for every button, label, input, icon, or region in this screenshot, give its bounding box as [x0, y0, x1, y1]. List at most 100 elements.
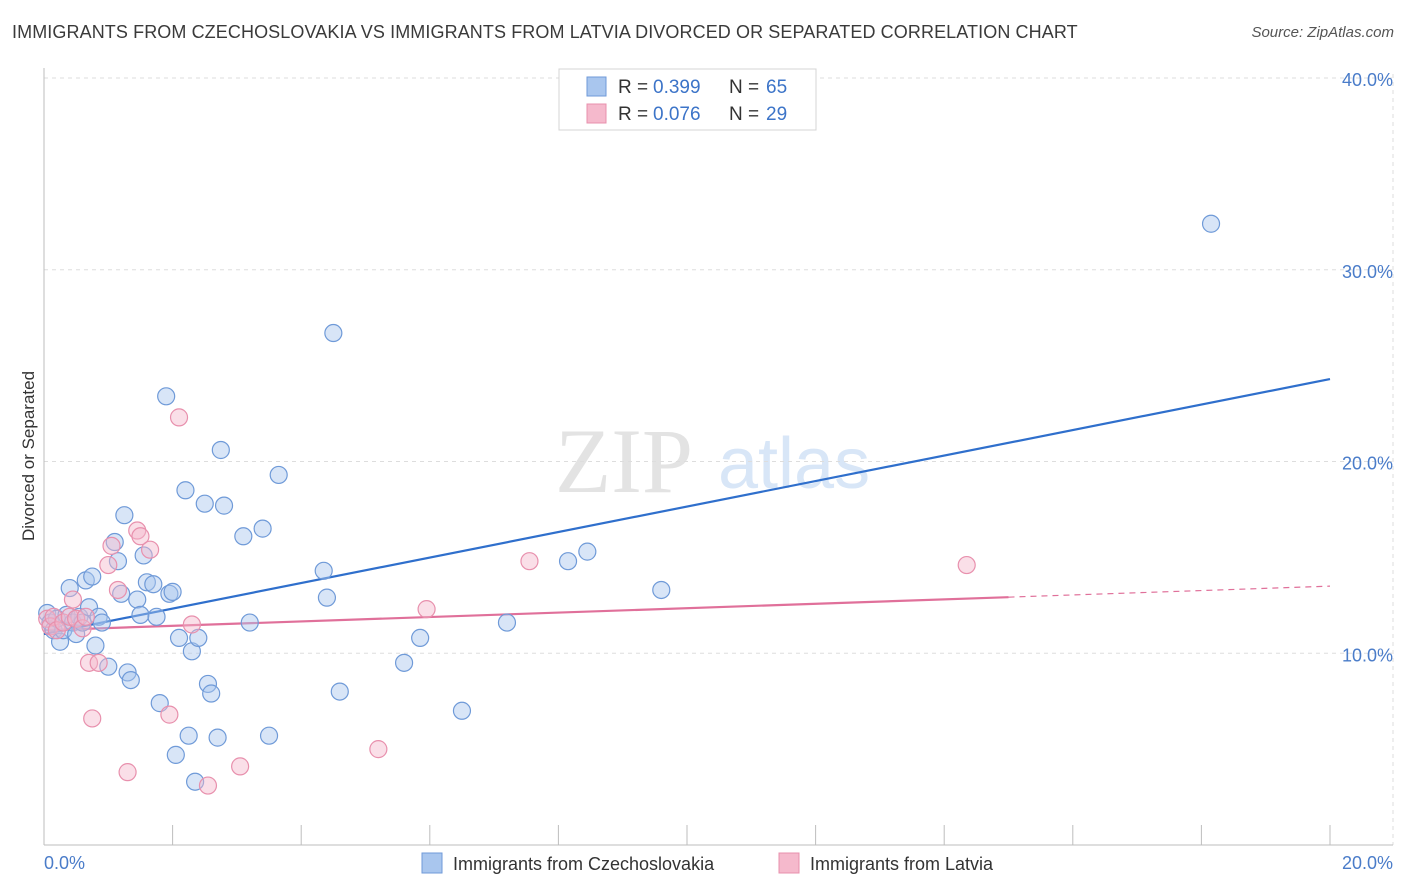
data-point-blue [179, 726, 198, 745]
data-point-pink [83, 709, 102, 728]
legend-n-label-2: N = [729, 104, 759, 125]
data-point-pink [182, 615, 201, 634]
data-point-blue [108, 552, 128, 571]
watermark-atlas: atlas [718, 424, 870, 504]
legend-n-value-1: 65 [766, 77, 787, 98]
data-point-blue [234, 527, 253, 546]
data-point-pink [118, 763, 137, 782]
data-point-blue [330, 682, 349, 701]
data-point-blue [214, 496, 234, 515]
data-point-blue [176, 481, 195, 500]
data-point-blue [99, 657, 118, 676]
data-point-blue [578, 542, 597, 561]
legend-swatch-blue [586, 76, 607, 97]
legend-r-value-2: 0.076 [653, 104, 701, 125]
legend-r-label-1: R = [618, 77, 648, 98]
data-point-blue [317, 588, 337, 607]
data-point-blue [497, 613, 517, 632]
data-point-blue [269, 465, 288, 485]
data-point-pink [63, 590, 83, 609]
data-point-blue [83, 567, 102, 586]
data-point-blue [60, 578, 79, 598]
data-point-pink [76, 607, 95, 626]
data-point-blue [157, 387, 176, 406]
legend-r-value-1: 0.399 [653, 77, 701, 98]
data-point-blue [166, 745, 185, 764]
data-point-blue [253, 519, 272, 538]
data-point-blue [50, 632, 70, 651]
data-point-blue [160, 584, 179, 603]
data-point-pink [73, 619, 92, 638]
bottom-legend-label-pink: Immigrants from Latvia [810, 854, 994, 874]
data-point-pink [198, 776, 218, 795]
data-point-blue [652, 580, 671, 600]
bottom-legend-swatch-pink [778, 852, 800, 874]
data-point-pink [231, 757, 250, 776]
data-point-blue [131, 605, 150, 625]
data-point-blue [147, 607, 166, 626]
data-point-blue [163, 582, 182, 601]
data-point-pink [369, 740, 388, 759]
legend-r-label-2: R = [618, 104, 648, 125]
data-point-blue [86, 636, 105, 655]
data-point-blue [1201, 214, 1221, 233]
trend-line-blue [43, 377, 1331, 636]
chart-title: IMMIGRANTS FROM CZECHOSLOVAKIA VS IMMIGR… [12, 22, 1078, 42]
data-point-blue [121, 670, 140, 690]
data-point-pink [128, 521, 147, 540]
data-point-pink [44, 607, 63, 626]
legend-n-value-2: 29 [766, 104, 787, 125]
data-point-blue [115, 506, 134, 525]
data-point-pink [417, 600, 436, 619]
data-point-blue [411, 628, 430, 648]
data-point-blue [208, 728, 227, 747]
data-point-blue [202, 684, 221, 703]
trend-line-pink [43, 596, 1009, 632]
data-point-blue [92, 613, 111, 632]
data-point-blue [70, 607, 89, 626]
data-point-pink [60, 607, 79, 626]
data-point-blue [452, 701, 472, 720]
data-point-pink [169, 408, 189, 427]
data-point-pink [99, 555, 118, 575]
data-point-blue [198, 674, 218, 694]
data-point-blue [314, 561, 333, 580]
data-point-blue [195, 494, 214, 513]
y-tick-label: 30.0% [1342, 262, 1393, 282]
legend-n-label-1: N = [729, 77, 759, 98]
data-point-blue [240, 613, 259, 632]
data-point-blue [144, 575, 163, 594]
y-tick-labels: 10.0% 20.0% 30.0% 40.0% [1342, 70, 1393, 665]
data-point-blue [169, 628, 189, 648]
data-point-pink [79, 653, 99, 672]
bottom-legend-label-blue: Immigrants from Czechoslovakia [453, 854, 715, 874]
data-point-blue [558, 552, 578, 571]
data-point-pink [160, 705, 179, 724]
data-point-blue [324, 323, 343, 343]
bottom-legend-swatch-blue [421, 852, 443, 874]
x-tick-label-max: 20.0% [1342, 853, 1393, 873]
data-point-blue [259, 726, 279, 745]
source-credit: Source: ZipAtlas.com [1251, 24, 1394, 41]
data-point-pink [520, 552, 539, 571]
data-point-blue [79, 598, 99, 617]
data-point-pink [131, 527, 150, 546]
x-tick-label-min: 0.0% [44, 853, 85, 873]
watermark: ZIP atlas [555, 410, 870, 512]
data-point-pink [108, 580, 128, 600]
bottom-legend: Immigrants from Czechoslovakia Immigrant… [421, 852, 994, 874]
data-point-blue [89, 607, 108, 626]
data-points [38, 214, 1221, 795]
axes [43, 68, 1393, 846]
data-point-blue [211, 440, 230, 460]
legend-swatch-pink [586, 103, 607, 124]
data-point-pink [102, 536, 121, 555]
y-tick-label: 40.0% [1342, 70, 1393, 90]
data-point-blue [394, 653, 414, 672]
trend-lines [43, 377, 1331, 636]
y-tick-label: 20.0% [1342, 454, 1393, 474]
data-point-blue [137, 573, 156, 592]
data-point-pink [140, 540, 160, 559]
trend-line-pink-dashed [1008, 585, 1331, 598]
